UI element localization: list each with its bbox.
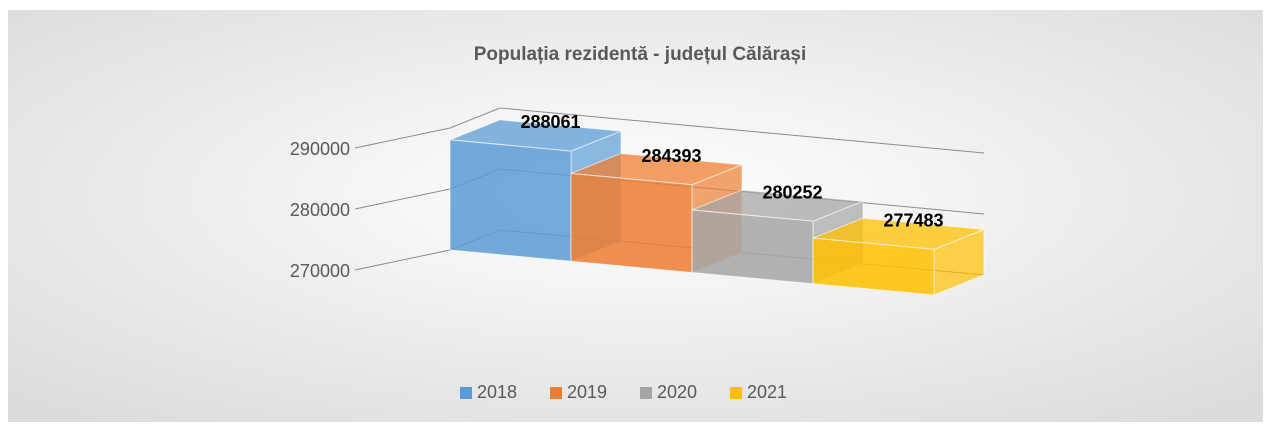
bar-front (570, 172, 693, 274)
legend-swatch (460, 387, 472, 399)
legend-label: 2019 (567, 382, 607, 402)
legend-swatch (730, 387, 742, 399)
data-label: 284393 (641, 146, 701, 166)
bar-front (691, 209, 814, 285)
grid-line (354, 107, 985, 154)
y-tick-label: 270000 (290, 261, 350, 281)
y-tick-label: 290000 (290, 139, 350, 159)
chart-title: Populația rezidentă - județul Călărași (474, 44, 807, 65)
bar-front (449, 139, 572, 262)
data-label: 288061 (520, 112, 580, 132)
legend-label: 2020 (657, 382, 697, 402)
legend-label: 2018 (477, 382, 517, 402)
legend-swatch (550, 387, 562, 399)
bar-front (812, 237, 935, 296)
y-tick-label: 280000 (290, 200, 350, 220)
legend-label: 2021 (747, 382, 787, 402)
data-label: 277483 (883, 210, 943, 230)
legend-swatch (640, 387, 652, 399)
data-label: 280252 (762, 182, 822, 202)
